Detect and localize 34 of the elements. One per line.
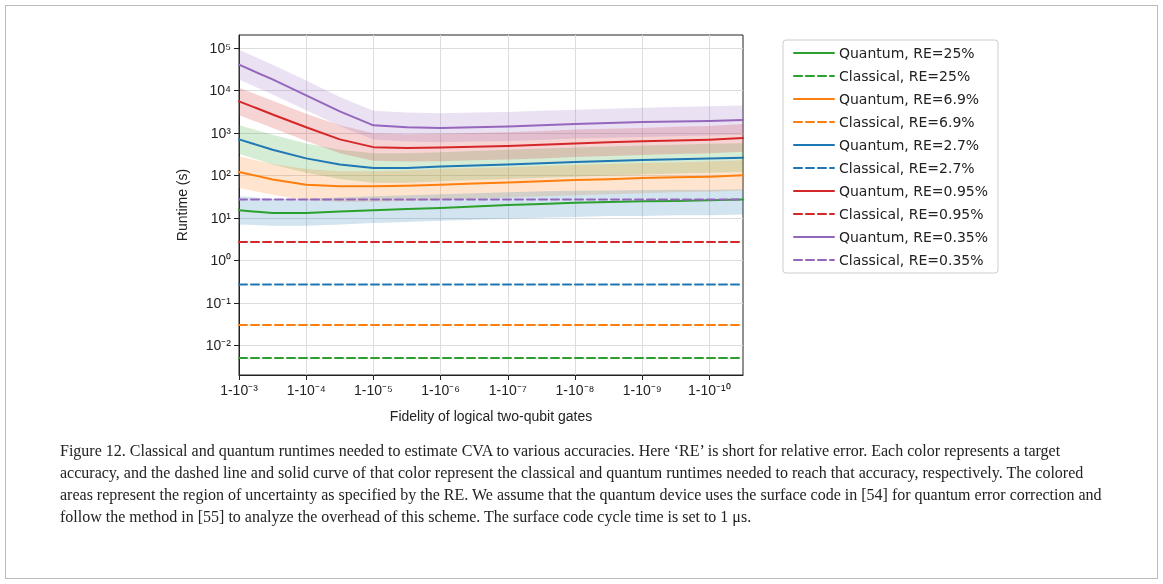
- line-series: [238, 198, 744, 214]
- y-axis-title: Runtime (s): [174, 168, 190, 242]
- legend-label: Classical, RE=2.7%: [838, 160, 975, 176]
- y-tick-label: 10⁵: [209, 39, 231, 56]
- line-series: [238, 138, 744, 170]
- caption: Figure 12. Classical and quantum runtimes needed to estimate CVA to various accuracies. Here ‘RE’ is short for relative error. Each color represents a target accuracy, and the dashed line and solid curve of that color represent the classical and quantum runtimes needed to reach that accuracy, respectively. The colored areas represent the region of uncertainty as specified by the RE. We assume that the quantum device uses the surface code in [54] for quantum error correction and follow the method in [55] to analyze the overhead of this scheme. The surface code cycle time is set to 1 μs.: [60, 441, 1103, 528]
- x-axis-title: Fidelity of logical two-qubit gates: [389, 408, 593, 424]
- legend-label: Classical, RE=0.35%: [838, 252, 984, 268]
- legend-label: Classical, RE=25%: [838, 68, 971, 84]
- legend-label: Classical, RE=0.95%: [838, 206, 984, 222]
- line-series: [238, 63, 744, 129]
- y-tick-label: 10³: [210, 124, 232, 141]
- legend-label: Quantum, RE=25%: [838, 45, 975, 61]
- legend-label: Quantum, RE=0.35%: [838, 229, 989, 245]
- legend-label: Quantum, RE=0.95%: [838, 183, 989, 199]
- y-tick-label: 10⁰: [210, 252, 231, 269]
- y-tick-label: 10⁴: [209, 82, 231, 99]
- x-tick-label: 1-10⁻⁶: [421, 382, 460, 398]
- y-tick-label: 10⁻¹: [205, 294, 232, 311]
- legend-label: Quantum, RE=2.7%: [838, 137, 980, 153]
- x-tick-label: 1-10⁻⁵: [353, 382, 393, 398]
- x-tick-label: 1-10⁻⁷: [488, 382, 527, 398]
- line-series: [238, 170, 744, 188]
- x-tick-label: 1-10⁻⁹: [622, 382, 662, 398]
- y-tick-label: 10²: [210, 167, 232, 184]
- y-tick-label: 10¹: [210, 209, 232, 226]
- x-tick-label: 1-10⁻⁴: [286, 382, 326, 398]
- x-tick-label: 1-10⁻³: [220, 382, 259, 398]
- line-series: [238, 100, 744, 149]
- y-tick-label: 10⁻²: [205, 337, 232, 354]
- x-tick-label: 1-10⁻⁸: [555, 382, 595, 398]
- legend-label: Quantum, RE=6.9%: [838, 91, 980, 107]
- x-tick-label: 1-10⁻¹⁰: [688, 382, 731, 398]
- legend-label: Classical, RE=6.9%: [838, 114, 975, 130]
